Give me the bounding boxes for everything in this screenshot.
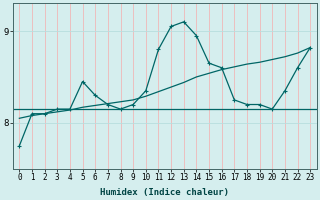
X-axis label: Humidex (Indice chaleur): Humidex (Indice chaleur): [100, 188, 229, 197]
